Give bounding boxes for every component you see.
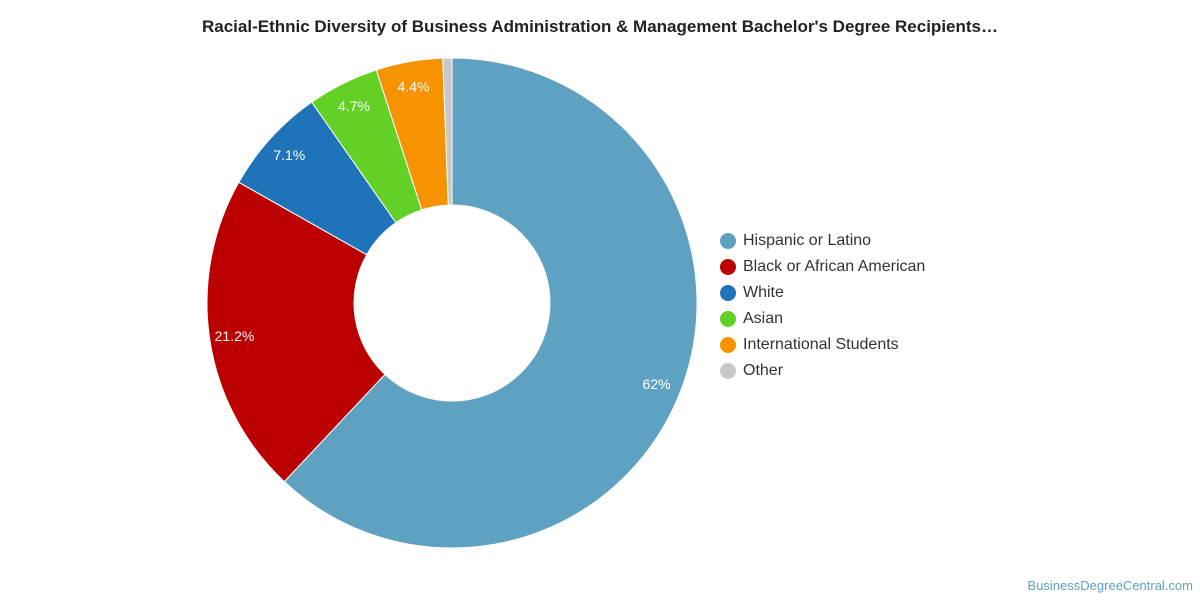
slice-hispanic-or-latino[interactable] (283, 57, 698, 549)
legend-label: Hispanic or Latino (743, 232, 872, 249)
legend-marker (720, 285, 736, 301)
slice-data-label: 21.2% (215, 328, 255, 344)
legend-item-international[interactable]: International Students (720, 332, 925, 358)
legend-label: International Students (743, 336, 899, 353)
slice-data-label: 7.1% (273, 147, 305, 163)
legend-label: Asian (743, 310, 784, 327)
slice-data-label: 4.7% (338, 98, 370, 114)
legend-item-asian[interactable]: Asian (720, 306, 925, 332)
legend-marker (720, 259, 736, 275)
legend-marker (720, 337, 736, 353)
legend-item-white[interactable]: White (720, 280, 925, 306)
legend-marker (720, 233, 736, 249)
legend-marker (720, 363, 736, 379)
chart-title: Racial-Ethnic Diversity of Business Admi… (201, 17, 998, 36)
slice-black-or-african-american[interactable] (206, 181, 386, 483)
legend: Hispanic or Latino Black or African Amer… (720, 228, 925, 384)
legend-label: White (743, 284, 784, 301)
legend-item-hispanic[interactable]: Hispanic or Latino (720, 228, 925, 254)
legend-marker (720, 311, 736, 327)
legend-item-other[interactable]: Other (720, 358, 925, 384)
slice-data-label: 4.4% (398, 78, 430, 94)
slice-other[interactable] (442, 57, 453, 206)
slice-data-label: 62% (643, 376, 671, 392)
legend-item-black[interactable]: Black or African American (720, 254, 925, 280)
source-credit[interactable]: BusinessDegreeCentral.com (1027, 578, 1193, 593)
legend-label: Other (743, 362, 784, 379)
legend-label: Black or African American (743, 258, 926, 275)
